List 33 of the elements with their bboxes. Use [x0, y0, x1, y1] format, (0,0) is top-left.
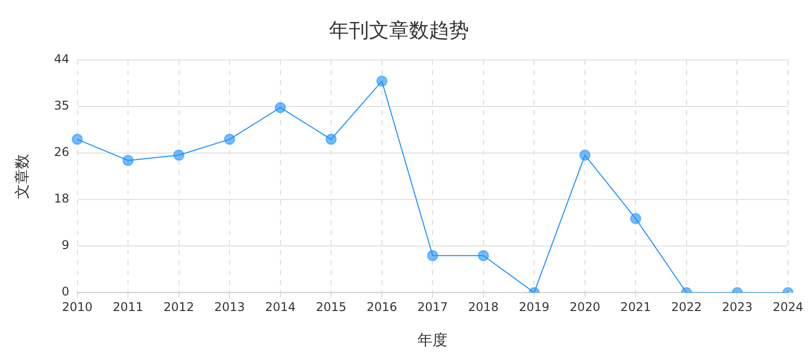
y-tick-label: 0: [62, 284, 70, 299]
x-tick-label: 2019: [518, 300, 550, 314]
x-tick-label: 2020: [570, 300, 600, 314]
x-tick-label: 2014: [265, 300, 296, 314]
x-tick-label: 2011: [112, 300, 144, 314]
point: [224, 134, 236, 145]
x-tick-label: 2017: [417, 300, 448, 314]
y-tick-label: 26: [54, 145, 70, 160]
point: [274, 102, 286, 114]
y-tick-label: 35: [54, 98, 70, 113]
point: [326, 134, 337, 145]
x-tick-label: 2015: [316, 300, 346, 314]
x-tick-label: 2013: [214, 300, 245, 314]
point: [630, 213, 642, 224]
x-axis-title: 年度: [418, 330, 448, 349]
x-tick-label: 2010: [62, 300, 93, 314]
y-tick-label: 9: [62, 238, 70, 252]
x-tick-label: 2022: [671, 300, 702, 314]
point: [579, 150, 590, 161]
y-axis-title: 文章数: [12, 154, 31, 199]
point: [376, 76, 388, 87]
x-tick-label: 2012: [164, 300, 194, 314]
x-tick-label: 2024: [772, 300, 804, 314]
x-tick-label: 2023: [722, 300, 753, 314]
point: [72, 134, 83, 145]
chart-title: 年刊文章数趋势: [329, 18, 469, 42]
x-tick-label: 2016: [366, 300, 398, 314]
y-tick-label: 44: [54, 52, 70, 66]
x-tick-label: 2021: [620, 300, 651, 314]
point: [173, 150, 184, 161]
x-tick-label: 2018: [468, 300, 499, 314]
point: [122, 154, 134, 166]
y-tick-label: 18: [54, 192, 70, 206]
